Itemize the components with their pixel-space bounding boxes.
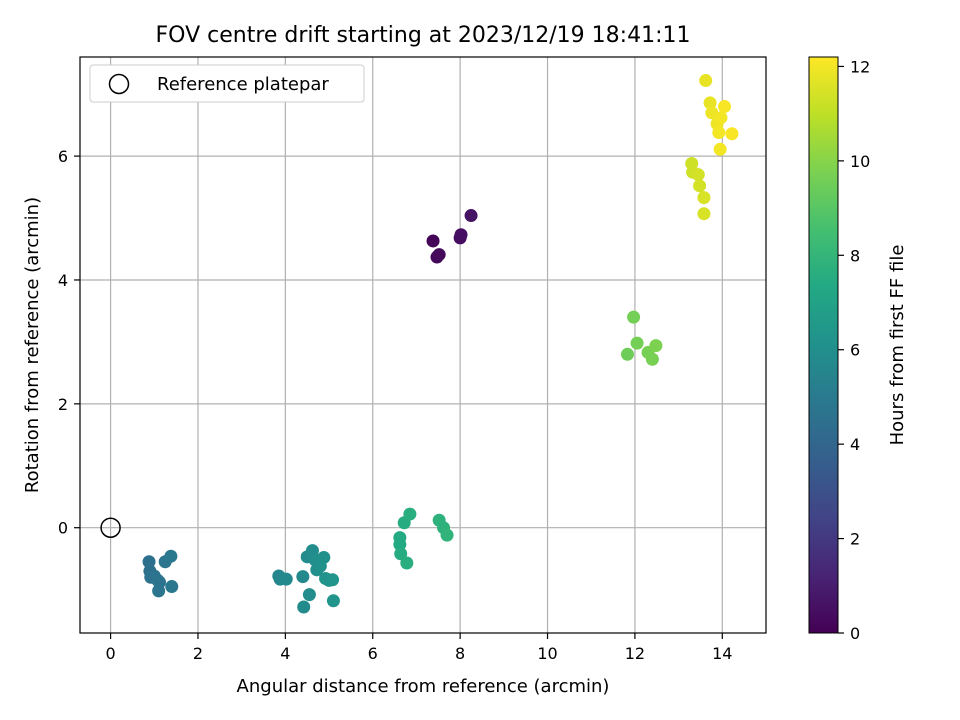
legend-marker-reference <box>108 73 130 95</box>
plot-area: 0 2 4 6 8 10 12 14 0 2 4 6 <box>58 56 767 663</box>
data-point <box>440 528 454 542</box>
reference-marker <box>100 517 121 538</box>
data-point <box>297 600 311 614</box>
y-tick-label: 2 <box>58 395 68 414</box>
data-point <box>697 191 711 205</box>
x-tick-label: 0 <box>105 644 115 663</box>
colorbar-tick-label: 8 <box>850 246 860 265</box>
x-tick-label: 14 <box>712 644 732 663</box>
colorbar-tick-label: 6 <box>850 341 860 360</box>
data-point <box>717 100 731 114</box>
x-tick-label: 10 <box>537 644 557 663</box>
legend-box <box>89 64 365 103</box>
data-point <box>302 588 316 602</box>
data-point <box>699 74 713 88</box>
x-axis-ticks: 0 2 4 6 8 10 12 14 <box>105 633 732 663</box>
y-tick-label: 0 <box>58 519 68 538</box>
y-tick-label: 4 <box>58 271 68 290</box>
y-axis-label: Rotation from reference (arcmin) <box>22 197 43 493</box>
data-point <box>464 209 478 223</box>
data-point <box>725 127 739 141</box>
data-point <box>165 580 179 594</box>
data-point <box>317 550 331 564</box>
data-point <box>403 507 417 521</box>
colorbar-gradient <box>808 56 839 634</box>
colorbar-tick-label: 0 <box>850 624 860 643</box>
colorbar-label: Hours from first FF file <box>887 245 908 446</box>
legend: Reference platepar <box>89 64 365 103</box>
data-point <box>454 228 468 242</box>
data-points <box>142 74 739 614</box>
colorbar: 0 2 4 6 8 10 12 Hours from first FF file <box>808 56 908 643</box>
data-point <box>713 142 727 156</box>
grid-lines <box>80 57 766 633</box>
data-point <box>426 234 440 248</box>
data-point <box>627 310 641 324</box>
legend-label-reference: Reference platepar <box>157 74 329 95</box>
x-tick-label: 8 <box>455 644 465 663</box>
plot-frame <box>79 56 767 634</box>
data-point <box>714 111 728 125</box>
data-point <box>630 336 644 350</box>
y-axis-ticks: 0 2 4 6 <box>58 147 80 538</box>
data-point <box>697 207 711 221</box>
data-point <box>394 547 408 561</box>
data-point <box>326 573 340 587</box>
y-tick-label: 6 <box>58 147 68 166</box>
reference-marker-group <box>100 517 121 538</box>
data-point <box>432 248 446 262</box>
data-point <box>296 570 310 584</box>
colorbar-tick-label: 12 <box>850 57 870 76</box>
data-point <box>326 594 340 608</box>
data-point <box>703 96 717 110</box>
data-point <box>620 347 634 361</box>
data-point <box>693 179 707 193</box>
data-point <box>691 168 705 182</box>
plot-background <box>80 57 766 633</box>
data-point <box>645 352 659 366</box>
x-axis-label: Angular distance from reference (arcmin) <box>237 676 610 697</box>
colorbar-ticks: 0 2 4 6 8 10 12 <box>838 57 870 643</box>
colorbar-tick-label: 2 <box>850 530 860 549</box>
x-tick-label: 4 <box>280 644 290 663</box>
data-point <box>712 126 726 140</box>
data-point <box>164 549 178 563</box>
data-point <box>649 339 663 353</box>
x-tick-label: 12 <box>625 644 645 663</box>
colorbar-tick-label: 4 <box>850 435 860 454</box>
data-point <box>279 572 293 586</box>
x-tick-label: 6 <box>368 644 378 663</box>
chart-title: FOV centre drift starting at 2023/12/19 … <box>156 23 691 48</box>
data-point <box>400 556 414 570</box>
data-point <box>152 584 166 598</box>
x-tick-label: 2 <box>193 644 203 663</box>
colorbar-tick-label: 10 <box>850 152 870 171</box>
